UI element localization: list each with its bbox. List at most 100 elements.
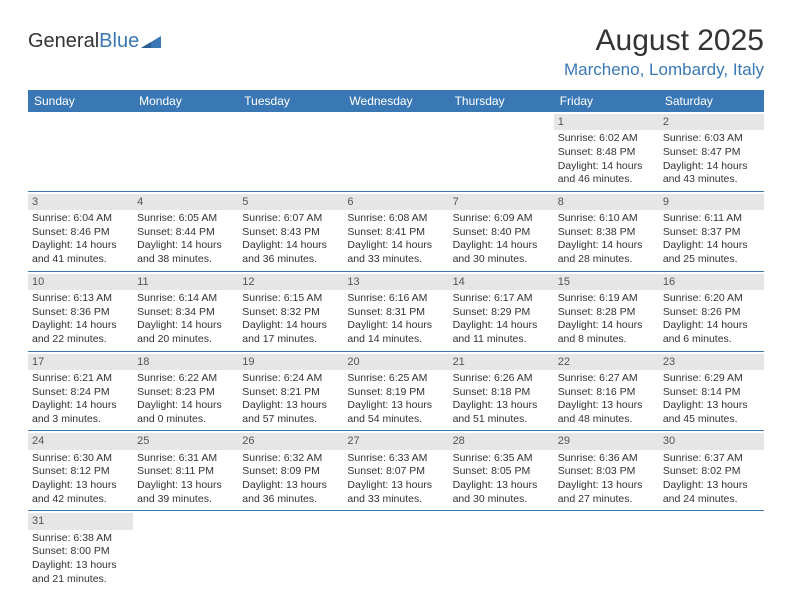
sunrise-text: Sunrise: 6:16 AM [347,292,444,306]
weekday-header: Monday [133,90,238,112]
sunrise-text: Sunrise: 6:29 AM [663,372,760,386]
daylight-text: Daylight: 14 hours and 30 minutes. [453,239,550,266]
calendar-day-cell: 4Sunrise: 6:05 AMSunset: 8:44 PMDaylight… [133,191,238,271]
daylight-text: Daylight: 14 hours and 25 minutes. [663,239,760,266]
daylight-text: Daylight: 14 hours and 3 minutes. [32,399,129,426]
sunrise-text: Sunrise: 6:08 AM [347,212,444,226]
day-number: 19 [238,354,343,370]
day-info: Sunrise: 6:09 AMSunset: 8:40 PMDaylight:… [453,212,550,267]
day-info: Sunrise: 6:32 AMSunset: 8:09 PMDaylight:… [242,452,339,507]
day-number: 26 [238,433,343,449]
calendar-week-row: 1 Sunrise: 6:02 AMSunset: 8:48 PMDaylight… [28,112,764,191]
day-info: Sunrise: 6:19 AMSunset: 8:28 PMDaylight:… [558,292,655,347]
sunrise-text: Sunrise: 6:02 AM [558,132,655,146]
sunrise-text: Sunrise: 6:32 AM [242,452,339,466]
sunset-text: Sunset: 8:32 PM [242,306,339,320]
calendar-day-cell [449,112,554,191]
calendar-day-cell [238,511,343,590]
sunrise-text: Sunrise: 6:37 AM [663,452,760,466]
day-number: 13 [343,274,448,290]
day-info: Sunrise: 6:31 AMSunset: 8:11 PMDaylight:… [137,452,234,507]
day-number: 12 [238,274,343,290]
sunrise-text: Sunrise: 6:26 AM [453,372,550,386]
sunrise-text: Sunrise: 6:19 AM [558,292,655,306]
day-number: 29 [554,433,659,449]
calendar-day-cell: 8Sunrise: 6:10 AMSunset: 8:38 PMDaylight… [554,191,659,271]
sunrise-text: Sunrise: 6:11 AM [663,212,760,226]
sunrise-text: Sunrise: 6:31 AM [137,452,234,466]
daylight-text: Daylight: 13 hours and 33 minutes. [347,479,444,506]
sunset-text: Sunset: 8:28 PM [558,306,655,320]
day-number: 14 [449,274,554,290]
daylight-text: Daylight: 13 hours and 57 minutes. [242,399,339,426]
daylight-text: Daylight: 14 hours and 43 minutes. [663,160,760,187]
day-number: 8 [554,194,659,210]
calendar-day-cell: 10Sunrise: 6:13 AMSunset: 8:36 PMDayligh… [28,271,133,351]
day-number: 30 [659,433,764,449]
weekday-header: Sunday [28,90,133,112]
day-info: Sunrise: 6:03 AMSunset: 8:47 PMDaylight:… [663,132,760,187]
calendar-day-cell: 18Sunrise: 6:22 AMSunset: 8:23 PMDayligh… [133,351,238,431]
calendar-day-cell: 16Sunrise: 6:20 AMSunset: 8:26 PMDayligh… [659,271,764,351]
calendar-day-cell: 19Sunrise: 6:24 AMSunset: 8:21 PMDayligh… [238,351,343,431]
day-info: Sunrise: 6:17 AMSunset: 8:29 PMDaylight:… [453,292,550,347]
calendar-table: Sunday Monday Tuesday Wednesday Thursday… [28,90,764,590]
calendar-day-cell [659,511,764,590]
daylight-text: Daylight: 14 hours and 28 minutes. [558,239,655,266]
day-number: 20 [343,354,448,370]
sunset-text: Sunset: 8:40 PM [453,226,550,240]
calendar-day-cell [554,511,659,590]
day-number: 15 [554,274,659,290]
sunset-text: Sunset: 8:34 PM [137,306,234,320]
sunset-text: Sunset: 8:29 PM [453,306,550,320]
daylight-text: Daylight: 13 hours and 42 minutes. [32,479,129,506]
calendar-day-cell [449,511,554,590]
day-number: 23 [659,354,764,370]
day-info: Sunrise: 6:07 AMSunset: 8:43 PMDaylight:… [242,212,339,267]
daylight-text: Daylight: 14 hours and 11 minutes. [453,319,550,346]
sunrise-text: Sunrise: 6:35 AM [453,452,550,466]
day-number: 25 [133,433,238,449]
sunrise-text: Sunrise: 6:03 AM [663,132,760,146]
day-number: 5 [238,194,343,210]
day-info: Sunrise: 6:25 AMSunset: 8:19 PMDaylight:… [347,372,444,427]
sunset-text: Sunset: 8:00 PM [32,545,129,559]
day-info: Sunrise: 6:27 AMSunset: 8:16 PMDaylight:… [558,372,655,427]
calendar-day-cell [343,511,448,590]
sunset-text: Sunset: 8:05 PM [453,465,550,479]
sunrise-text: Sunrise: 6:25 AM [347,372,444,386]
daylight-text: Daylight: 14 hours and 22 minutes. [32,319,129,346]
daylight-text: Daylight: 14 hours and 14 minutes. [347,319,444,346]
daylight-text: Daylight: 14 hours and 0 minutes. [137,399,234,426]
title-block: August 2025 Marcheno, Lombardy, Italy [564,24,764,80]
sunrise-text: Sunrise: 6:30 AM [32,452,129,466]
sunset-text: Sunset: 8:16 PM [558,386,655,400]
daylight-text: Daylight: 13 hours and 36 minutes. [242,479,339,506]
calendar-day-cell: 21Sunrise: 6:26 AMSunset: 8:18 PMDayligh… [449,351,554,431]
calendar-day-cell: 9Sunrise: 6:11 AMSunset: 8:37 PMDaylight… [659,191,764,271]
daylight-text: Daylight: 13 hours and 24 minutes. [663,479,760,506]
calendar-week-row: 24Sunrise: 6:30 AMSunset: 8:12 PMDayligh… [28,431,764,511]
day-info: Sunrise: 6:21 AMSunset: 8:24 PMDaylight:… [32,372,129,427]
day-info: Sunrise: 6:02 AMSunset: 8:48 PMDaylight:… [558,132,655,187]
calendar-week-row: 31Sunrise: 6:38 AMSunset: 8:00 PMDayligh… [28,511,764,590]
day-number: 22 [554,354,659,370]
day-info: Sunrise: 6:29 AMSunset: 8:14 PMDaylight:… [663,372,760,427]
daylight-text: Daylight: 14 hours and 38 minutes. [137,239,234,266]
day-number: 2 [659,114,764,130]
location: Marcheno, Lombardy, Italy [564,60,764,80]
sunset-text: Sunset: 8:14 PM [663,386,760,400]
sunrise-text: Sunrise: 6:05 AM [137,212,234,226]
weekday-header: Friday [554,90,659,112]
calendar-day-cell [238,112,343,191]
weekday-header: Tuesday [238,90,343,112]
sunrise-text: Sunrise: 6:13 AM [32,292,129,306]
day-number: 1 [554,114,659,130]
sunset-text: Sunset: 8:23 PM [137,386,234,400]
sunset-text: Sunset: 8:21 PM [242,386,339,400]
calendar-day-cell: 28Sunrise: 6:35 AMSunset: 8:05 PMDayligh… [449,431,554,511]
logo: GeneralBlue [28,30,163,53]
sunrise-text: Sunrise: 6:38 AM [32,532,129,546]
day-info: Sunrise: 6:08 AMSunset: 8:41 PMDaylight:… [347,212,444,267]
logo-text-1: General [28,30,99,53]
